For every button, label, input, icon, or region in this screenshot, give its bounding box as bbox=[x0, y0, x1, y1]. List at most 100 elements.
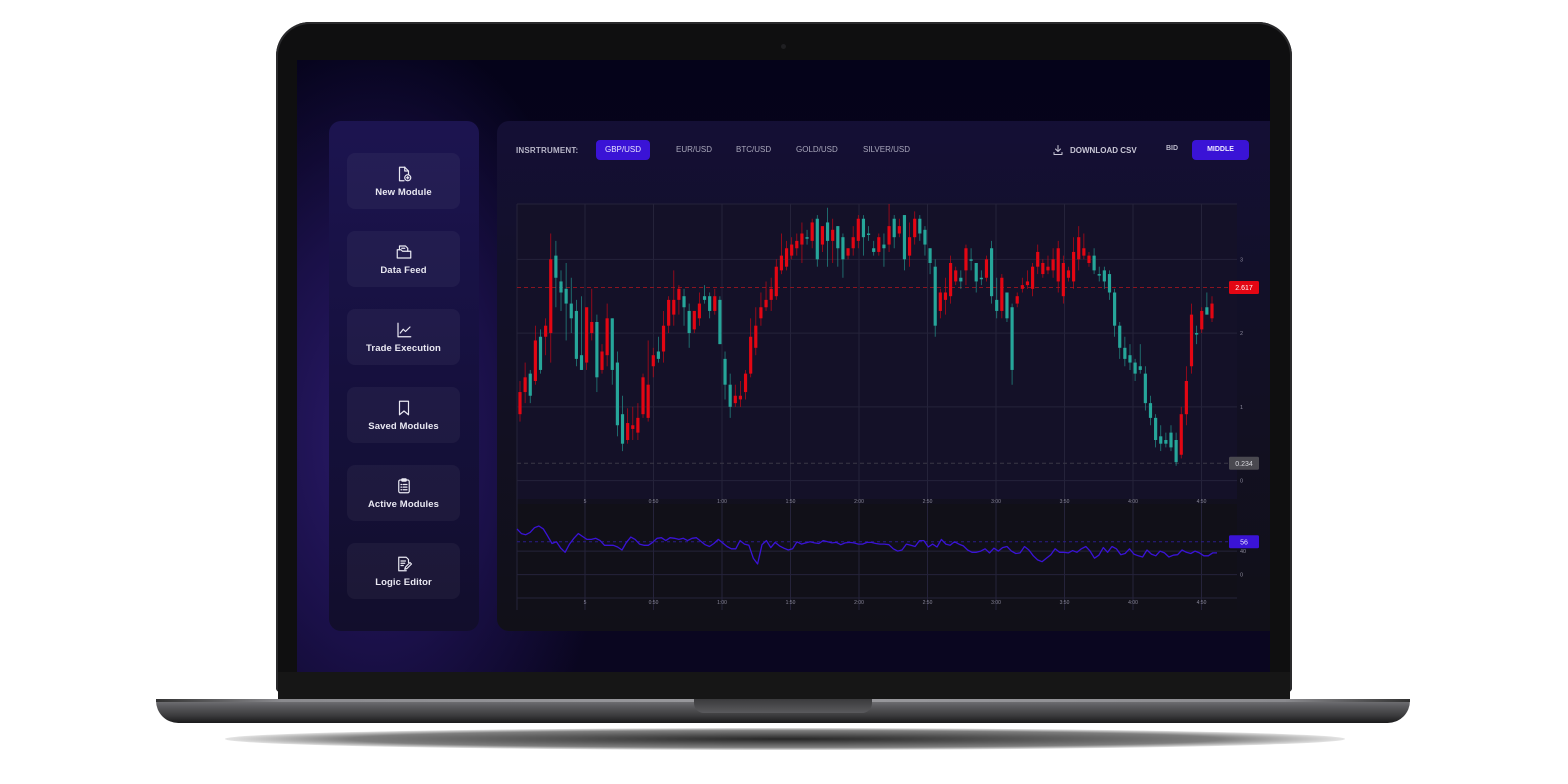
camera-icon bbox=[781, 44, 786, 49]
x-tick-label: 3:00 bbox=[991, 499, 1001, 505]
candle bbox=[636, 403, 640, 440]
candle bbox=[610, 318, 614, 385]
candle bbox=[938, 288, 942, 319]
download-csv-label: DOWNLOAD CSV bbox=[1070, 145, 1137, 155]
candle bbox=[523, 362, 527, 404]
x-tick-label: 2:50 bbox=[923, 499, 933, 505]
sidebar-item-data-feed[interactable]: Data Feed bbox=[347, 231, 460, 287]
candle bbox=[1138, 344, 1142, 374]
candle bbox=[677, 285, 681, 315]
candle bbox=[590, 288, 594, 341]
candle bbox=[579, 296, 584, 370]
candle bbox=[1118, 322, 1122, 359]
candle bbox=[943, 277, 948, 315]
candle bbox=[1061, 255, 1065, 304]
candle bbox=[795, 233, 799, 256]
candle bbox=[1164, 432, 1168, 448]
candle bbox=[1169, 425, 1173, 452]
download-csv-button[interactable]: DOWNLOAD CSV bbox=[1052, 144, 1137, 156]
sidebar-item-label: New Module bbox=[375, 186, 432, 198]
candle bbox=[549, 233, 553, 363]
candle bbox=[615, 351, 619, 437]
candle bbox=[1179, 406, 1183, 459]
candle bbox=[764, 281, 768, 311]
candle bbox=[1077, 226, 1081, 271]
sidebar-item-new-module[interactable]: New Module bbox=[347, 153, 460, 209]
sidebar-item-trade-execution[interactable]: Trade Execution bbox=[347, 309, 460, 365]
candle bbox=[964, 244, 968, 286]
download-icon bbox=[1053, 145, 1063, 155]
x-tick-label: 4:00 bbox=[1128, 600, 1138, 606]
candle bbox=[533, 325, 537, 385]
candle bbox=[1051, 248, 1055, 278]
x-tick-label: 4:50 bbox=[1197, 600, 1207, 606]
candle bbox=[800, 222, 804, 263]
price-mode-middle[interactable]: MIDDLE bbox=[1192, 140, 1249, 160]
laptop-bezel-bottom bbox=[278, 672, 1290, 700]
sidebar-item-label: Active Modules bbox=[367, 498, 440, 510]
candle bbox=[605, 303, 609, 367]
candle bbox=[923, 226, 927, 256]
x-tick-label: 3:00 bbox=[991, 600, 1001, 606]
candle bbox=[641, 373, 645, 418]
candle bbox=[846, 248, 850, 260]
candle bbox=[887, 204, 891, 252]
sidebar-item-logic-editor[interactable]: Logic Editor bbox=[347, 543, 460, 599]
candle bbox=[1015, 292, 1019, 308]
sidebar-item-active-modules[interactable]: Active Modules bbox=[347, 465, 460, 521]
candle bbox=[743, 369, 748, 400]
candle bbox=[902, 215, 907, 271]
sidebar-item-label: Saved Modules bbox=[368, 420, 439, 432]
y-tick-label: 0 bbox=[1240, 573, 1243, 579]
candle bbox=[1036, 244, 1040, 275]
candle bbox=[1154, 414, 1158, 448]
candle bbox=[1066, 266, 1071, 282]
candle bbox=[656, 336, 660, 363]
candle bbox=[851, 226, 855, 256]
x-tick-label: 0:50 bbox=[649, 600, 659, 606]
candle bbox=[713, 288, 717, 315]
instrument-tab-gbpusd[interactable]: GBP/USD bbox=[596, 140, 651, 160]
candle bbox=[687, 303, 691, 348]
candle bbox=[759, 292, 763, 326]
candle bbox=[1189, 303, 1194, 374]
candle bbox=[877, 233, 881, 256]
x-tick-label: 3:50 bbox=[1060, 499, 1070, 505]
candle bbox=[595, 314, 599, 393]
candle bbox=[1072, 237, 1076, 289]
candle bbox=[544, 318, 548, 356]
sidebar-item-saved-modules[interactable]: Saved Modules bbox=[347, 387, 460, 443]
candle bbox=[959, 270, 963, 289]
folder-icon bbox=[396, 244, 411, 259]
laptop-opening-notch bbox=[694, 699, 872, 713]
price-mode-bid[interactable]: BID bbox=[1166, 145, 1179, 152]
candle bbox=[1200, 307, 1204, 334]
candle bbox=[984, 255, 989, 282]
instrument-tab-goldusd[interactable]: GOLD/USD bbox=[796, 145, 838, 154]
candle bbox=[518, 381, 522, 422]
candle bbox=[672, 270, 676, 326]
candle bbox=[1133, 358, 1137, 381]
instrument-tab-btcusd[interactable]: BTC/USD bbox=[736, 145, 772, 154]
candle bbox=[574, 299, 578, 367]
clipboard-list-icon bbox=[397, 477, 410, 493]
instrument-tab-eurusd[interactable]: EUR/USD bbox=[676, 145, 713, 154]
candle bbox=[749, 318, 753, 378]
candle bbox=[626, 408, 630, 444]
candle bbox=[528, 369, 532, 404]
candle bbox=[1097, 266, 1101, 282]
app-screen: New Module Data Feed Trade Execution Sav… bbox=[297, 60, 1270, 672]
candle bbox=[723, 351, 727, 400]
instrument-tab-silverusd[interactable]: SILVER/USD bbox=[863, 145, 910, 154]
sidebar-item-label: Trade Execution bbox=[366, 342, 441, 354]
candle bbox=[585, 307, 589, 370]
candle bbox=[728, 373, 732, 418]
candle bbox=[1205, 292, 1209, 315]
new-file-icon bbox=[398, 166, 411, 181]
candle bbox=[769, 277, 773, 311]
price-and-indicator-chart[interactable]: 3 2 1 0 5 0:50 1:00 1:50 2:00 2:50 3:00 3:50 4:00 4:5… bbox=[497, 121, 1270, 631]
candle bbox=[1128, 344, 1132, 370]
x-tick-label: 4:00 bbox=[1128, 499, 1138, 505]
candle bbox=[708, 292, 712, 319]
candle bbox=[1092, 248, 1096, 275]
